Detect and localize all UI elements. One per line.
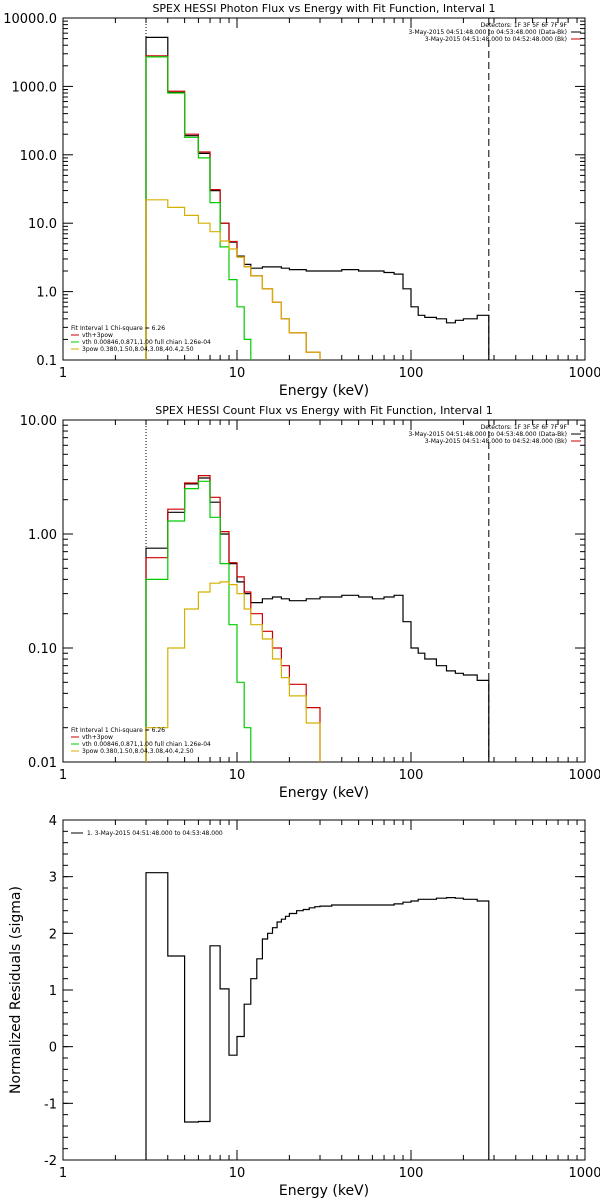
x-tick-label: 10 xyxy=(229,366,246,381)
plot-frame xyxy=(62,819,586,1161)
series-2-line xyxy=(145,475,321,762)
chart-title: SPEX HESSI Count Flux vs Energy with Fit… xyxy=(155,404,492,417)
y-tick-label: 10000.0 xyxy=(3,12,57,27)
plot-frame xyxy=(62,17,586,361)
x-axis-label: Energy (keV) xyxy=(279,785,369,801)
chart-panel-2: SPEX HESSI Count Flux vs Energy with Fit… xyxy=(20,404,600,801)
y-tick-label: 0.10 xyxy=(28,642,57,657)
legend-right-entry: 3-May-2015 04:51:48.000 to 04:53:48.000 … xyxy=(408,431,567,438)
x-tick-label: 1000 xyxy=(568,366,600,381)
y-tick-label: 0.01 xyxy=(28,756,57,771)
x-tick-label: 1000 xyxy=(568,768,600,783)
y-tick-label: 10.0 xyxy=(28,217,57,232)
y-tick-label: -2 xyxy=(44,1154,57,1169)
legend-left-entry: 1. 3-May-2015 04:51:48.000 to 04:53:48.0… xyxy=(87,830,223,837)
y-tick-label: 3 xyxy=(49,871,57,886)
y-tick-label: 4 xyxy=(49,814,57,829)
series-group xyxy=(145,872,490,1160)
y-tick-label: 1 xyxy=(49,984,57,999)
series-1-line xyxy=(145,36,490,360)
x-tick-label: 1 xyxy=(59,1166,67,1181)
chart-title: SPEX HESSI Photon Flux vs Energy with Fi… xyxy=(152,2,495,15)
x-axis-label: Energy (keV) xyxy=(279,1183,369,1199)
y-tick-label: 100.0 xyxy=(20,149,57,164)
legend-left-entry: vth+3pow xyxy=(82,332,113,339)
x-tick-label: 100 xyxy=(399,1166,424,1181)
legend-right-entry: 3-May-2015 04:51:48.000 to 04:53:48.000 … xyxy=(408,29,567,36)
legend-left-entry: Fit Interval 1 Chi-square = 6.26 xyxy=(71,727,165,734)
x-tick-label: 100 xyxy=(399,768,424,783)
x-tick-label: 1000 xyxy=(568,1166,600,1181)
legend-right-entry: Detectors: 1F 3F 5F 6F 7F 9F xyxy=(481,22,568,29)
x-tick-label: 10 xyxy=(229,1166,246,1181)
legend-left-entry: vth+3pow xyxy=(82,734,113,741)
x-axis-label: Energy (keV) xyxy=(279,383,369,399)
y-tick-label: 1.00 xyxy=(28,528,57,543)
legend-left-entry: vth 0.00846,0.871,1.00 full chian 1.26e-… xyxy=(82,741,211,748)
plot-frame xyxy=(62,419,586,763)
series-4-line xyxy=(145,581,321,762)
chart-panel-1: SPEX HESSI Photon Flux vs Energy with Fi… xyxy=(3,2,600,399)
legend-right-entry: 3-May-2015 04:51:48.000 to 04:52:48.000 … xyxy=(425,36,567,43)
legend-left-entry: 3pow 0.380,1.50,8.04,3.08,40.4,2.50 xyxy=(82,346,194,353)
y-tick-label: 1000.0 xyxy=(12,80,58,95)
series-3-line xyxy=(145,56,252,360)
series-1-line xyxy=(145,477,490,762)
legend-left-entry: Fit Interval 1 Chi-square = 6.26 xyxy=(71,325,165,332)
x-tick-label: 1 xyxy=(59,768,67,783)
x-tick-label: 100 xyxy=(399,366,424,381)
x-tick-label: 10 xyxy=(229,768,246,783)
y-axis-label: Normalized Residuals (sigma) xyxy=(8,886,24,1094)
y-tick-label: -1 xyxy=(44,1097,57,1112)
series-3-line xyxy=(145,480,252,762)
y-tick-label: 0.1 xyxy=(36,354,57,369)
legend-right-entry: 3-May-2015 04:51:48.000 to 04:52:48.000 … xyxy=(425,438,567,445)
chart-panel-3: 1 10 100 1000 -2 -1 0 1 2 3 4 Energy (keV) Normalize… xyxy=(8,814,600,1199)
x-tick-label: 1 xyxy=(59,366,67,381)
y-tick-label: 1.0 xyxy=(36,286,57,301)
legend-right-entry: Detectors: 1F 3F 5F 6F 7F 9F xyxy=(481,424,568,431)
y-tick-label: 0 xyxy=(49,1041,57,1056)
series-group xyxy=(145,475,490,762)
series-1-line xyxy=(145,872,490,1160)
y-tick-label: 2 xyxy=(49,927,57,942)
series-4-line xyxy=(145,199,321,360)
legend-left-entry: vth 0.00846,0.871,1.00 full chian 1.26e-… xyxy=(82,339,211,346)
series-group xyxy=(145,36,490,360)
y-tick-label: 10.00 xyxy=(20,414,57,429)
legend-left-entry: 3pow 0.380,1.50,8.04,3.08,40.4,2.50 xyxy=(82,748,194,755)
